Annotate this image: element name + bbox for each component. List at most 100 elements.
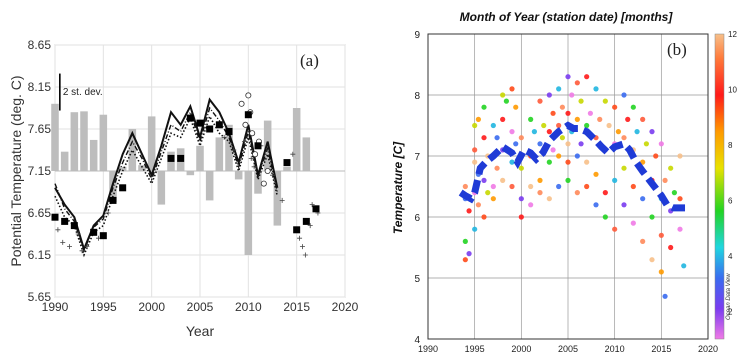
scatter-point — [615, 129, 621, 135]
scatter-point — [494, 165, 500, 171]
scatter-point — [472, 147, 478, 153]
circle-marker — [264, 167, 271, 174]
cross-marker — [55, 227, 61, 233]
scatter-point — [587, 110, 593, 116]
panel-label-b: (b) — [667, 40, 687, 59]
anomaly-bar — [186, 171, 195, 176]
series-line — [54, 106, 279, 253]
cross-marker — [309, 202, 315, 208]
cross-marker — [279, 197, 285, 203]
scatter-point — [481, 104, 487, 110]
scatter-point — [653, 153, 659, 159]
scatter-point — [528, 183, 534, 190]
std-dev-annotation: 2 st. dev. — [63, 87, 103, 98]
colorbar-vertical-label: Ocean Data View — [726, 273, 732, 320]
cross-marker — [105, 210, 111, 216]
scatter-point — [466, 208, 472, 214]
scatter-point — [574, 153, 580, 159]
scatter-point — [640, 159, 646, 165]
x-tick-label: 2005 — [558, 344, 578, 354]
scatter-point — [612, 226, 618, 232]
circle-marker — [249, 130, 256, 137]
anomaly-bar — [80, 111, 88, 171]
markers-a — [51, 92, 321, 258]
y-tick-label: 7 — [414, 152, 420, 163]
chart-title-b: Month of Year (station date) [months] — [460, 10, 674, 24]
scatter-point — [584, 74, 590, 80]
x-tick-label: 1995 — [465, 344, 485, 354]
scatter-point — [681, 263, 687, 269]
scatter-point — [556, 183, 562, 190]
scatter-point — [509, 183, 515, 190]
x-tick-label: 2020 — [332, 300, 359, 314]
anomaly-bar — [292, 108, 301, 171]
scatter-point — [546, 196, 552, 202]
scatter-point — [494, 135, 500, 141]
y-tick-label: 6 — [414, 213, 420, 224]
scatter-point — [490, 183, 496, 190]
scatter-point — [462, 257, 468, 263]
scatter-point — [518, 214, 524, 220]
anomaly-bar — [254, 171, 262, 194]
plot-frame-b — [427, 33, 709, 340]
circle-marker — [260, 180, 267, 187]
scatter-point — [668, 244, 674, 251]
scatter-point — [556, 122, 562, 129]
square-marker — [119, 184, 127, 192]
square-marker — [177, 154, 185, 162]
x-tick-label: 2015 — [283, 300, 310, 314]
anomaly-bar — [225, 124, 233, 171]
anomaly-bar — [273, 171, 282, 226]
square-marker — [99, 232, 107, 240]
scatter-point — [578, 98, 584, 104]
chart-a: 2 st. dev. (a) 1990 1995 2000 2005 2010 2015 2… — [8, 38, 359, 339]
scatter-point — [559, 104, 565, 110]
scatter-point — [481, 135, 487, 141]
scatter-point — [621, 165, 627, 171]
scatter-point — [462, 183, 468, 190]
scatter-point — [677, 196, 683, 202]
x-tick-label: 2000 — [511, 344, 531, 354]
colorbar-tick-label: 12 — [728, 30, 737, 39]
square-marker — [244, 111, 252, 119]
trend-line — [458, 121, 688, 212]
cross-marker — [67, 244, 72, 250]
anomaly-bar — [138, 165, 146, 171]
x-tick-label: 1990 — [418, 344, 438, 354]
scatter-point — [640, 238, 646, 244]
square-marker — [186, 114, 194, 122]
scatter-point — [565, 74, 571, 80]
square-marker — [215, 121, 223, 129]
scatter-point — [658, 141, 664, 147]
cross-marker — [248, 155, 254, 161]
scatter-point — [472, 159, 478, 165]
x-tick-label: 2005 — [187, 300, 214, 314]
scatter-point — [612, 177, 618, 183]
scatter-point — [528, 202, 534, 208]
square-marker — [225, 128, 233, 136]
scatter-point — [597, 116, 603, 122]
anomaly-bar — [128, 129, 137, 171]
colorbar — [714, 33, 725, 340]
y-axis-label-b: Temperature [C] — [391, 141, 405, 234]
scatter-point — [630, 220, 636, 226]
x-tick-label: 1990 — [42, 300, 69, 314]
cross-marker — [270, 172, 275, 178]
scatter-point — [630, 183, 636, 190]
scatter-point — [528, 116, 534, 122]
y-tick-label: 5.65 — [28, 290, 52, 304]
x-tick-labels-b: 1990 1995 2000 2005 2010 2015 2020 — [418, 344, 718, 354]
y-tick-label: 7.15 — [28, 164, 52, 178]
scatter-point — [634, 129, 640, 135]
anomaly-bar — [157, 171, 166, 205]
scatter-point — [513, 104, 519, 110]
scatter-point — [640, 116, 646, 122]
anomaly-bar — [89, 139, 98, 171]
scatter-point — [466, 251, 472, 257]
square-marker — [254, 142, 262, 150]
scatter-point — [574, 190, 580, 196]
scatter-point — [658, 232, 664, 238]
scatter-point — [481, 214, 487, 220]
scatter-point — [556, 153, 562, 159]
anomaly-bar — [234, 171, 243, 180]
